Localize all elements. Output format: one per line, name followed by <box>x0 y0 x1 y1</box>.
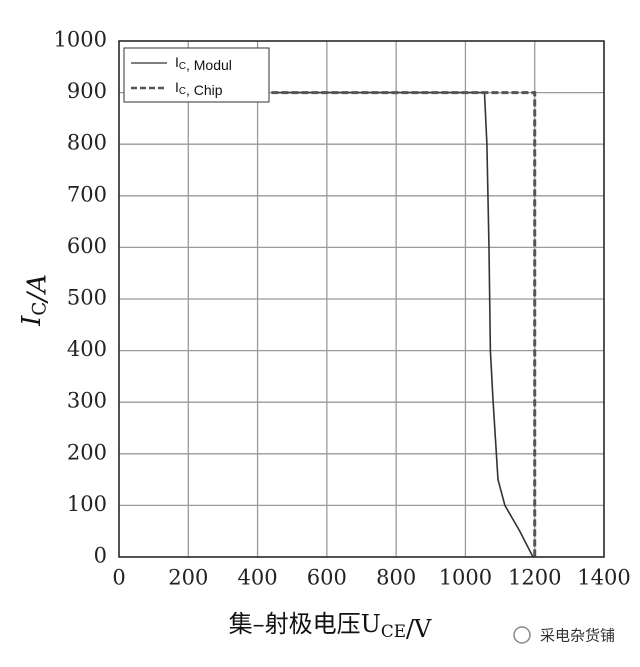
watermark-text: 采电杂货铺 <box>540 627 615 645</box>
plot-frame <box>118 40 605 558</box>
legend-label: IC, Modul <box>175 54 232 73</box>
x-tick-label: 1400 <box>577 566 630 590</box>
x-tick-label: 0 <box>112 566 125 590</box>
legend-label: IC, Chip <box>175 79 223 98</box>
y-tick-label: 500 <box>67 286 107 310</box>
x-tick-label: 400 <box>238 566 278 590</box>
x-tick-label: 600 <box>307 566 347 590</box>
x-tick-label: 1000 <box>439 566 492 590</box>
x-axis-label: 集–射极电压UCE/V <box>229 610 432 643</box>
line-series <box>271 91 537 557</box>
y-tick-label: 200 <box>67 440 107 464</box>
x-tick-label: 200 <box>168 566 208 590</box>
x-tick-label: 800 <box>376 566 416 590</box>
watermark: 采电杂货铺 <box>513 626 615 645</box>
y-tick-label: 600 <box>67 234 107 258</box>
watermark-icon <box>513 626 531 644</box>
y-tick-label: 900 <box>67 79 107 103</box>
y-tick-label: 700 <box>67 182 107 206</box>
y-axis-label: IC/A <box>17 274 52 327</box>
y-tick-label: 400 <box>67 337 107 361</box>
y-tick-label: 100 <box>67 492 107 516</box>
legend-box <box>123 47 270 103</box>
line-series <box>271 91 534 558</box>
y-tick-label: 1000 <box>54 28 107 52</box>
x-tick-label: 1200 <box>508 566 561 590</box>
y-tick-label: 0 <box>94 544 107 568</box>
y-tick-label: 800 <box>67 131 107 155</box>
legend: IC, Modul IC, Chip <box>123 47 270 103</box>
y-tick-label: 300 <box>67 389 107 413</box>
